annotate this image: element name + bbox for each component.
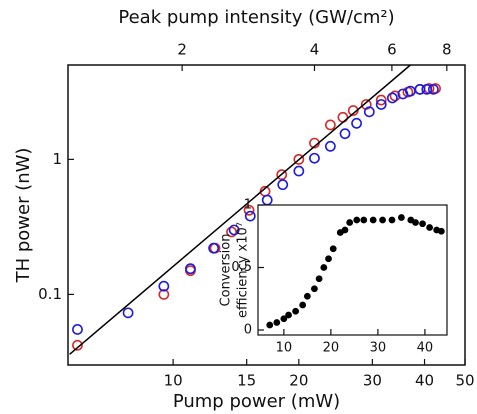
data-point — [346, 219, 354, 226]
x2-tick-label: 6 — [387, 41, 397, 59]
data-point — [311, 285, 318, 293]
data-point — [293, 165, 305, 177]
data-point — [72, 324, 83, 335]
data-point — [325, 255, 332, 263]
data-point — [360, 216, 368, 224]
data-point — [320, 264, 328, 271]
data-point — [389, 90, 401, 102]
data-point — [228, 224, 240, 236]
data-point — [324, 140, 336, 152]
x-tick-label: 40 — [417, 341, 434, 356]
data-point — [353, 216, 361, 224]
data-point — [351, 117, 362, 129]
data-point — [277, 179, 289, 191]
data-point — [412, 219, 419, 226]
data-point — [414, 83, 426, 95]
data-point — [122, 307, 134, 319]
x-tick-label: 30 — [363, 372, 382, 390]
x2-tick-label: 8 — [442, 41, 452, 59]
y-tick-label: 0.1 — [38, 285, 62, 303]
data-point — [266, 321, 274, 329]
data-point — [437, 227, 445, 235]
data-point — [419, 220, 426, 228]
data-point — [185, 263, 196, 275]
data-point — [273, 319, 281, 326]
data-point — [427, 83, 439, 95]
data-point — [388, 216, 396, 224]
y-tick-label: 0 — [244, 323, 252, 338]
data-point — [285, 311, 292, 319]
data-point — [375, 99, 387, 110]
data-point — [369, 216, 377, 224]
data-point — [280, 315, 288, 323]
data-point — [329, 245, 337, 253]
data-point — [72, 339, 83, 351]
x-tick-label: 20 — [323, 341, 340, 356]
data-point — [244, 210, 256, 222]
x-tick-label: 50 — [455, 372, 474, 390]
data-point — [158, 280, 170, 292]
data-point — [341, 226, 349, 234]
y-tick-label: 1 — [52, 150, 62, 168]
data-point — [375, 94, 387, 106]
data-point — [324, 119, 336, 131]
x-axis-label: Pump power (mW) — [173, 391, 340, 412]
x-tick-label: 10 — [164, 372, 183, 390]
data-point — [292, 307, 300, 315]
y-tick-label: 1 — [244, 198, 252, 213]
data-point — [299, 301, 307, 309]
data-point — [208, 242, 220, 254]
x-tick-label: 20 — [289, 372, 308, 390]
x2-tick-label: 2 — [177, 41, 187, 59]
data-point — [379, 216, 386, 224]
x-tick-label: 15 — [237, 372, 256, 390]
y-tick-label: 0.5 — [231, 260, 252, 275]
x-tick-label: 10 — [276, 341, 293, 356]
x-tick-label: 40 — [415, 372, 434, 390]
y-axis-label: efficiency x10⁷ — [236, 222, 251, 318]
data-point — [397, 214, 405, 221]
data-point — [158, 288, 170, 300]
x2-axis-label: Peak pump intensity (GW/cm²) — [118, 7, 394, 28]
data-point — [303, 292, 311, 300]
data-point — [226, 226, 237, 238]
data-point — [293, 153, 305, 165]
data-point — [426, 224, 434, 231]
data-point — [315, 275, 323, 283]
data-point — [363, 106, 375, 118]
data-point — [276, 169, 288, 181]
data-point — [309, 152, 320, 164]
data-point — [421, 83, 433, 95]
x-tick-label: 30 — [370, 341, 387, 356]
fit-line — [69, 64, 411, 355]
data-point — [243, 204, 255, 216]
x2-tick-label: 4 — [310, 41, 320, 59]
y-axis-label: TH power (nW) — [13, 148, 34, 284]
y-axis-label: Conversion — [219, 234, 234, 307]
data-point — [386, 92, 398, 104]
data-point — [339, 128, 351, 140]
